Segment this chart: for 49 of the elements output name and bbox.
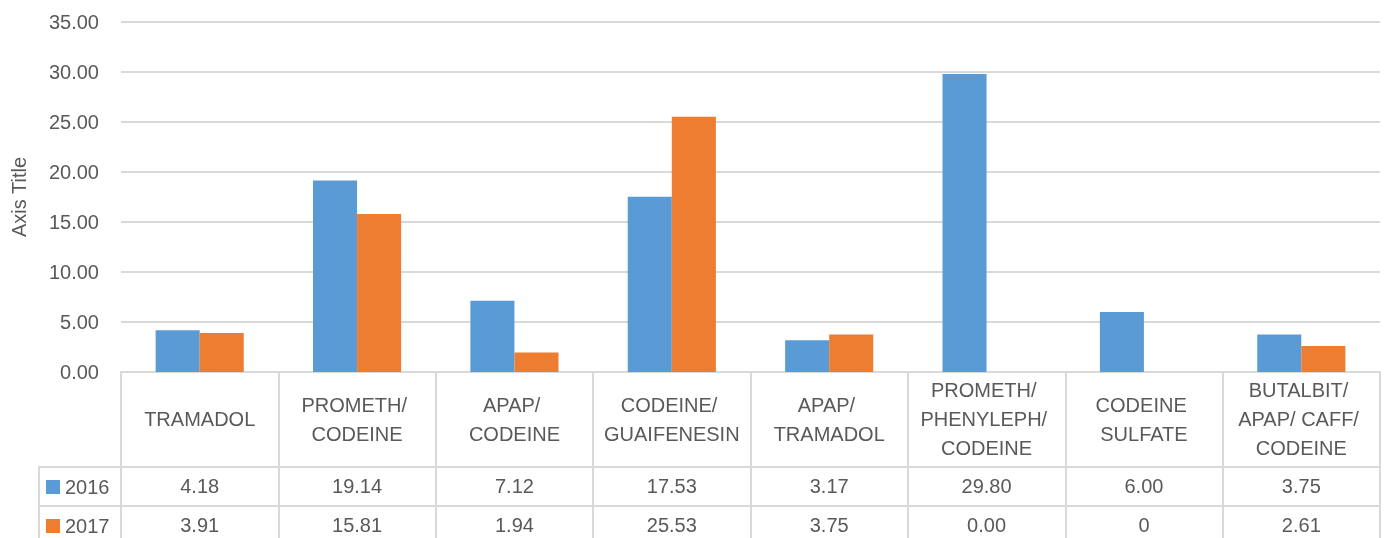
data-label: 3.75 [1280, 474, 1322, 499]
bar [199, 332, 244, 372]
data-label: 3.17 [808, 474, 850, 499]
bar [671, 116, 716, 372]
x-tick-label: APAP/ TRAMADOL [773, 393, 885, 445]
y-tick-label: 0.00 [60, 361, 99, 383]
y-tick-label: 35.00 [48, 11, 99, 33]
bar [470, 300, 515, 372]
data-label: 29.80 [960, 474, 1013, 499]
bar [785, 340, 830, 372]
y-tick-label: 15.00 [48, 211, 99, 233]
data-label: 7.12 [493, 474, 535, 499]
x-tick-label: PROMETH/ PHENYLEPH/ CODEINE [920, 379, 1053, 459]
bar [1257, 334, 1302, 372]
data-label: 0 [1137, 513, 1151, 538]
legend-label: 2016 [65, 476, 110, 498]
legend-label: 2017 [65, 515, 110, 537]
bar [155, 330, 200, 372]
x-tick-label: PROMETH/ CODEINE [301, 393, 413, 445]
data-label: 25.53 [645, 513, 698, 538]
data-label: 2.61 [1280, 513, 1322, 538]
bar [829, 334, 874, 372]
y-tick-label: 5.00 [60, 311, 99, 333]
data-label: 15.81 [331, 513, 384, 538]
data-label: 19.14 [331, 474, 384, 499]
data-label: 6.00 [1123, 474, 1165, 499]
data-label: 17.53 [645, 474, 698, 499]
x-tick-label: CODEINE/ GUAIFENESIN [604, 393, 740, 445]
bar [357, 213, 402, 372]
bar [514, 352, 559, 372]
y-tick-label: 10.00 [48, 261, 99, 283]
y-tick-label: 20.00 [48, 161, 99, 183]
data-label: 1.94 [493, 513, 535, 538]
bar [1099, 312, 1144, 372]
x-tick-label: CODEINE SULFATE [1095, 393, 1193, 445]
bar [627, 196, 672, 372]
y-tick-label: 25.00 [48, 111, 99, 133]
data-label: 0.00 [966, 513, 1008, 538]
data-label: 3.91 [179, 513, 221, 538]
x-tick-label: BUTALBIT/ APAP/ CAFF/ CODEINE [1238, 379, 1365, 459]
x-tick-label: TRAMADOL [144, 408, 256, 430]
x-tick-label: APAP/ CODEINE [468, 393, 560, 445]
bar [1301, 345, 1346, 372]
y-axis-title: Axis Title [8, 156, 30, 238]
data-label: 4.18 [179, 474, 221, 499]
bar [942, 74, 987, 372]
bar [313, 180, 358, 372]
y-tick-label: 30.00 [48, 61, 99, 83]
data-label: 3.75 [808, 513, 850, 538]
